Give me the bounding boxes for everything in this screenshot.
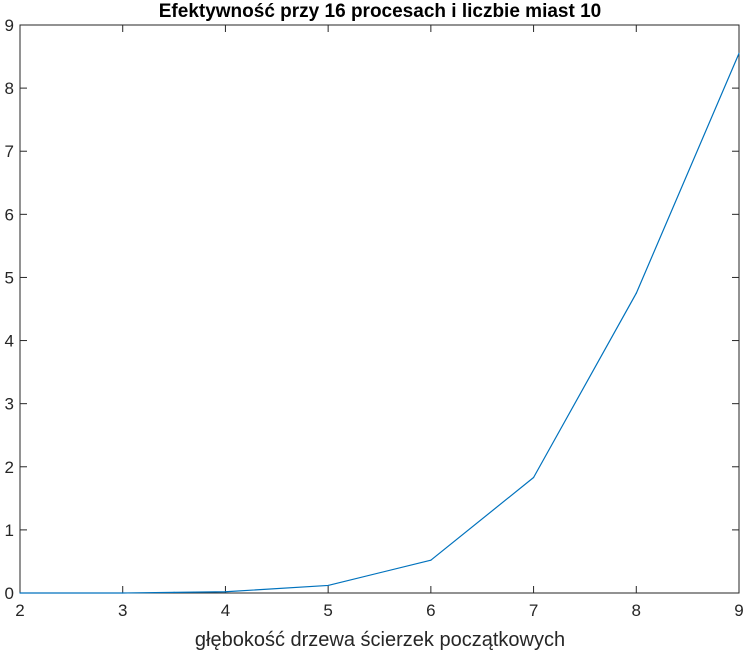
series-layer [19, 52, 740, 594]
y-tick-label: 0 [5, 584, 14, 603]
x-axis-label: głębokość drzewa ścierzek początkowych [195, 629, 565, 651]
y-tick-label: 1 [5, 521, 14, 540]
data-point [635, 292, 637, 294]
x-tick-label: 6 [426, 601, 435, 620]
data-point [224, 591, 227, 593]
data-point [738, 52, 740, 55]
x-tick-label: 9 [734, 601, 743, 620]
chart-title: Efektywność przy 16 procesach i liczbie … [159, 1, 601, 22]
y-tick-label: 9 [5, 16, 14, 35]
data-point [532, 476, 535, 479]
data-point [19, 592, 21, 594]
y-tick-label: 6 [5, 205, 14, 224]
y-tick-label: 2 [5, 458, 14, 477]
y-tick-label: 4 [5, 332, 14, 351]
x-tick-label: 5 [323, 601, 332, 620]
x-tick-label: 7 [529, 601, 538, 620]
data-point [327, 584, 329, 587]
x-tick-label: 3 [118, 601, 127, 620]
data-point [122, 592, 124, 594]
series-line [20, 53, 740, 594]
data-point [173, 591, 175, 593]
data-point [430, 559, 432, 561]
y-tick-label: 8 [5, 79, 14, 98]
x-axis: 2 3 4 5 6 7 8 9 [15, 25, 744, 620]
y-tick-label: 3 [5, 395, 14, 414]
x-tick-label: 8 [632, 601, 641, 620]
x-tick-label: 4 [221, 601, 230, 620]
x-tick-label: 2 [15, 601, 24, 620]
y-tick-label: 5 [5, 268, 14, 287]
axes [19, 24, 740, 594]
plot-area [19, 24, 740, 594]
y-axis: 0 1 2 3 4 5 6 7 8 9 [5, 16, 739, 603]
y-tick-label: 7 [5, 142, 14, 161]
